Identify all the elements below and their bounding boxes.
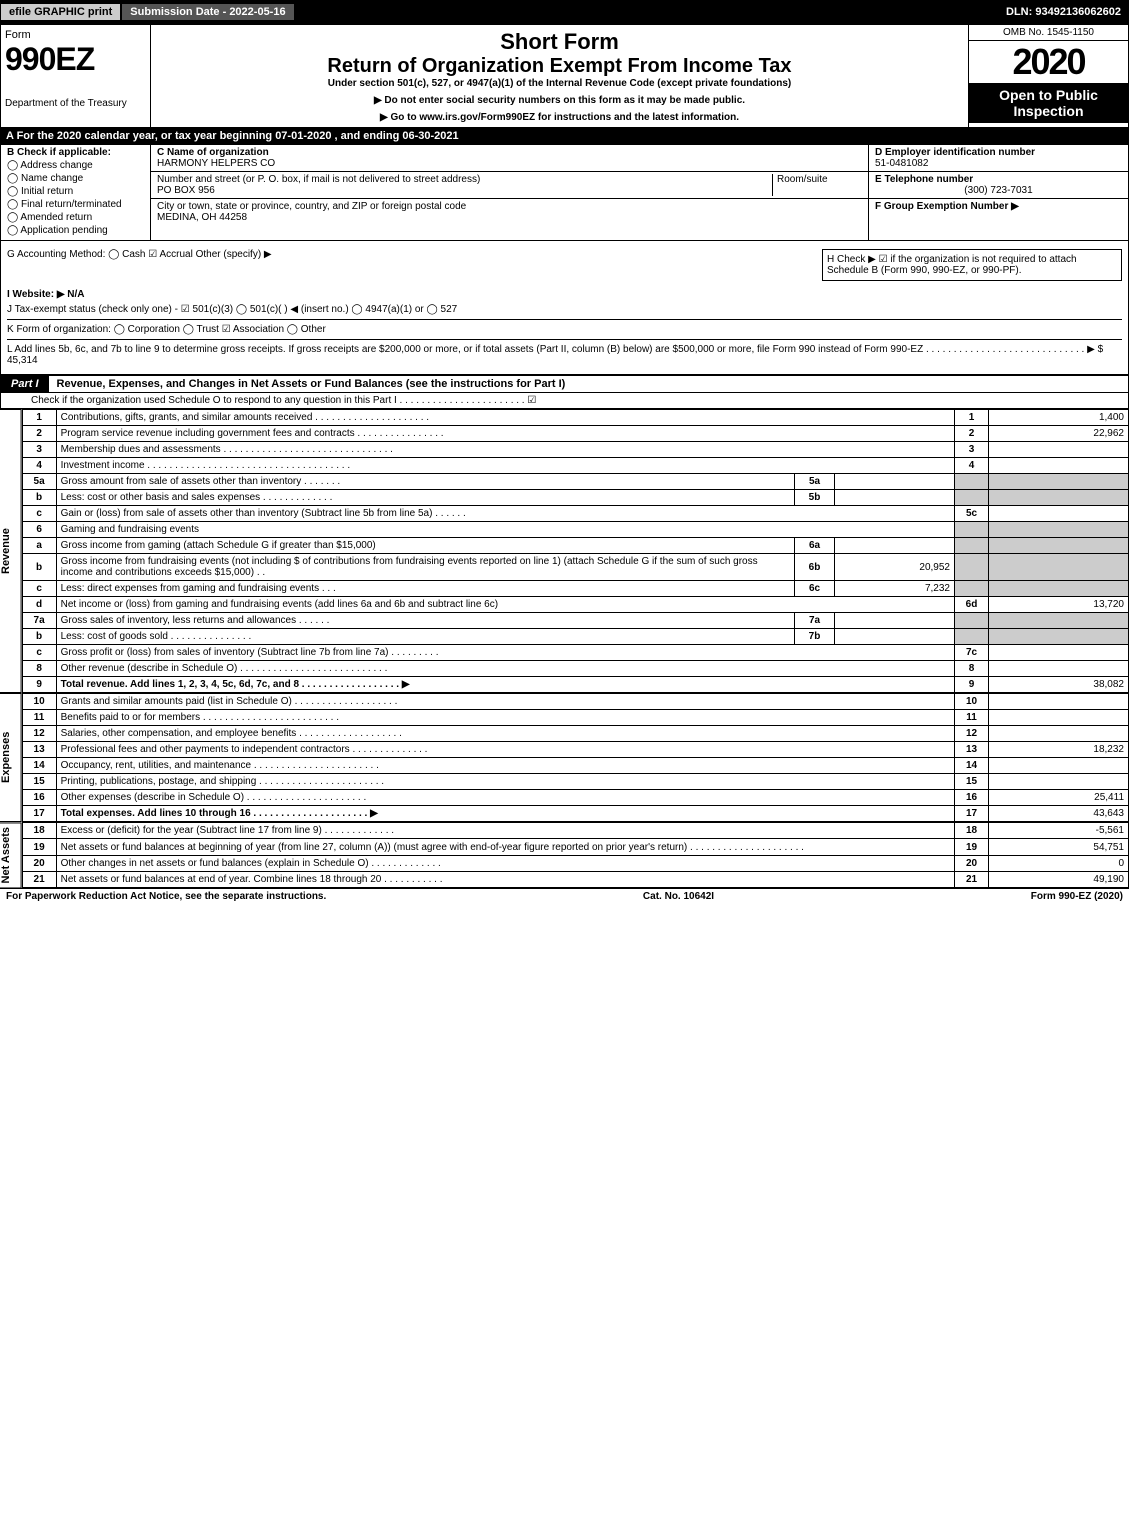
box-e: E Telephone number (300) 723-7031	[869, 172, 1128, 199]
addr-row: Number and street (or P. O. box, if mail…	[151, 172, 868, 199]
org-name-row: C Name of organization HARMONY HELPERS C…	[151, 145, 868, 172]
ein: 51-0481082	[875, 158, 1122, 169]
footer-right: Form 990-EZ (2020)	[1031, 891, 1123, 902]
box-b: B Check if applicable: ◯ Address change …	[1, 145, 151, 240]
part1-title: Revenue, Expenses, and Changes in Net As…	[49, 376, 574, 392]
period-bar: A For the 2020 calendar year, or tax yea…	[0, 128, 1129, 144]
form-subtitle: Under section 501(c), 527, or 4947(a)(1)…	[155, 78, 964, 89]
cb-application-pending[interactable]: ◯ Application pending	[7, 225, 144, 236]
phone: (300) 723-7031	[875, 185, 1122, 196]
net-assets-section: Net Assets 18Excess or (deficit) for the…	[0, 822, 1129, 888]
footer: For Paperwork Reduction Act Notice, see …	[0, 888, 1129, 904]
box-e-label: E Telephone number	[875, 174, 1122, 185]
expenses-table: 10Grants and similar amounts paid (list …	[22, 693, 1129, 822]
cb-initial-return[interactable]: ◯ Initial return	[7, 186, 144, 197]
line-k: K Form of organization: ◯ Corporation ◯ …	[7, 319, 1122, 335]
tax-year: 2020	[969, 41, 1128, 83]
ln13-val: 18,232	[989, 742, 1129, 758]
ln16-val: 25,411	[989, 790, 1129, 806]
side-revenue: Revenue	[0, 409, 22, 693]
revenue-table: 1Contributions, gifts, grants, and simil…	[22, 409, 1129, 693]
line-j: J Tax-exempt status (check only one) - ☑…	[7, 304, 1122, 315]
info-grid: B Check if applicable: ◯ Address change …	[0, 144, 1129, 241]
city-label: City or town, state or province, country…	[157, 201, 862, 212]
line-i: I Website: ▶ N/A	[7, 289, 1122, 300]
box-f: F Group Exemption Number ▶	[869, 199, 1128, 214]
box-d: D Employer identification number 51-0481…	[869, 145, 1128, 172]
submission-date: Submission Date - 2022-05-16	[121, 3, 294, 21]
net-assets-table: 18Excess or (deficit) for the year (Subt…	[22, 822, 1129, 888]
revenue-section: Revenue 1Contributions, gifts, grants, a…	[0, 409, 1129, 693]
box-b-label: B Check if applicable:	[7, 147, 144, 158]
ln20-val: 0	[989, 855, 1129, 871]
ln1-val: 1,400	[989, 410, 1129, 426]
cb-amended-return[interactable]: ◯ Amended return	[7, 212, 144, 223]
ln1-desc: Contributions, gifts, grants, and simila…	[56, 410, 954, 426]
addr-label: Number and street (or P. O. box, if mail…	[157, 174, 772, 185]
ln1-ref: 1	[955, 410, 989, 426]
side-net-assets: Net Assets	[0, 822, 22, 888]
footer-mid: Cat. No. 10642I	[643, 891, 714, 902]
ln2-val: 22,962	[989, 426, 1129, 442]
box-f-label: F Group Exemption Number ▶	[875, 201, 1019, 212]
ln6b-val: 20,952	[835, 554, 955, 581]
ln21-val: 49,190	[989, 872, 1129, 888]
room-suite: Room/suite	[772, 174, 862, 196]
header-left: Form 990EZ Department of the Treasury	[1, 25, 151, 127]
part1-check: Check if the organization used Schedule …	[0, 393, 1129, 409]
box-def: D Employer identification number 51-0481…	[868, 145, 1128, 240]
org-name: HARMONY HELPERS CO	[157, 158, 862, 169]
cb-final-return[interactable]: ◯ Final return/terminated	[7, 199, 144, 210]
meta-block: G Accounting Method: ◯ Cash ☑ Accrual Ot…	[0, 241, 1129, 375]
ln19-val: 54,751	[989, 839, 1129, 855]
dln: DLN: 93492136062602	[998, 4, 1129, 20]
part1-bar: Part I Revenue, Expenses, and Changes in…	[0, 375, 1129, 393]
box-c: C Name of organization HARMONY HELPERS C…	[151, 145, 868, 240]
form-title: Return of Organization Exempt From Incom…	[155, 55, 964, 78]
header-center: Short Form Return of Organization Exempt…	[151, 25, 968, 127]
header-right: OMB No. 1545-1150 2020 Open to Public In…	[968, 25, 1128, 127]
form-word: Form	[5, 29, 146, 41]
ln17-val: 43,643	[989, 806, 1129, 822]
goto-link[interactable]: ▶ Go to www.irs.gov/Form990EZ for instru…	[155, 112, 964, 123]
open-public: Open to Public Inspection	[969, 83, 1128, 123]
footer-left: For Paperwork Reduction Act Notice, see …	[6, 891, 326, 902]
efile-print[interactable]: efile GRAPHIC print	[0, 3, 121, 21]
short-form: Short Form	[155, 29, 964, 55]
top-bar: efile GRAPHIC print Submission Date - 20…	[0, 0, 1129, 24]
line-h: H Check ▶ ☑ if the organization is not r…	[822, 249, 1122, 281]
form-header: Form 990EZ Department of the Treasury Sh…	[0, 24, 1129, 128]
box-d-label: D Employer identification number	[875, 147, 1122, 158]
omb-number: OMB No. 1545-1150	[969, 25, 1128, 41]
ssn-note: ▶ Do not enter social security numbers o…	[155, 95, 964, 106]
city-row: City or town, state or province, country…	[151, 199, 868, 225]
ln18-val: -5,561	[989, 823, 1129, 839]
line-l: L Add lines 5b, 6c, and 7b to line 9 to …	[7, 339, 1122, 366]
city-val: MEDINA, OH 44258	[157, 212, 862, 223]
cb-address-change[interactable]: ◯ Address change	[7, 160, 144, 171]
line-g: G Accounting Method: ◯ Cash ☑ Accrual Ot…	[7, 249, 822, 281]
expenses-section: Expenses 10Grants and similar amounts pa…	[0, 693, 1129, 822]
ln6c-val: 7,232	[835, 581, 955, 597]
cb-name-change[interactable]: ◯ Name change	[7, 173, 144, 184]
period-text: A For the 2020 calendar year, or tax yea…	[6, 130, 459, 142]
ln9-val: 38,082	[989, 677, 1129, 693]
addr-val: PO BOX 956	[157, 185, 772, 196]
ln6d-val: 13,720	[989, 597, 1129, 613]
form-number: 990EZ	[5, 41, 146, 78]
ln1-num: 1	[22, 410, 56, 426]
box-c-label: C Name of organization	[157, 147, 862, 158]
side-expenses: Expenses	[0, 693, 22, 822]
part1-tab: Part I	[1, 376, 49, 392]
dept-treasury: Department of the Treasury	[5, 98, 146, 109]
